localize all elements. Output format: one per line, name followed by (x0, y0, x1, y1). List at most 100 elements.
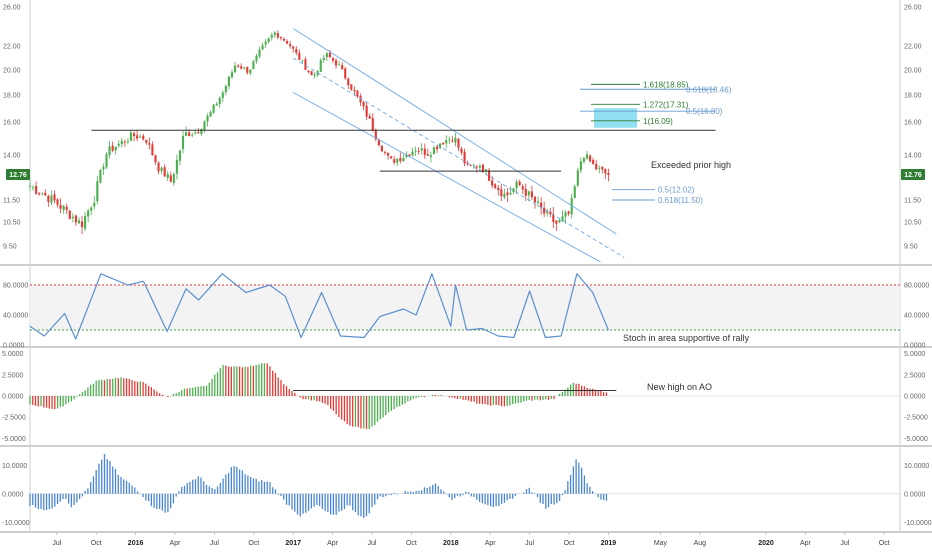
candle (313, 72, 316, 79)
candle (246, 66, 249, 75)
candle-body (188, 132, 191, 136)
candle (197, 128, 200, 134)
candle (178, 150, 182, 166)
candle-body (84, 215, 87, 229)
candle (371, 113, 374, 132)
candle-body (353, 90, 356, 92)
x-axis-label: Jul (52, 540, 61, 547)
candle (267, 37, 270, 44)
price-tick-right: 26.00 (904, 5, 922, 12)
candle (595, 159, 598, 171)
candle-body (178, 150, 182, 161)
candle (172, 172, 175, 186)
candle-body (279, 37, 283, 39)
candle-body (601, 166, 604, 170)
candle (99, 168, 102, 184)
candle (224, 84, 227, 96)
candle-body (304, 59, 307, 70)
candle (573, 184, 576, 199)
candle-body (558, 219, 561, 223)
ao-tick-left: 5.0000 (2, 351, 24, 358)
candle (588, 154, 592, 163)
candle-body (139, 136, 142, 138)
candle-body (509, 192, 512, 195)
candle-body (68, 210, 71, 219)
annotation-new-high-ao: New high on AO (647, 382, 712, 392)
candle (518, 179, 521, 187)
candle (488, 167, 491, 182)
candle-body (181, 135, 185, 150)
fib-label-3: 0.5(16.80) (686, 107, 723, 116)
candle (402, 154, 405, 162)
candle (368, 113, 371, 119)
candle (561, 210, 564, 222)
candle-body (145, 139, 148, 143)
candle-body (588, 155, 592, 162)
candle-body (261, 45, 264, 50)
candle (509, 186, 512, 196)
candle (543, 201, 546, 217)
candle-body (435, 146, 439, 150)
candle-body (50, 195, 53, 203)
candle-body (157, 162, 160, 172)
candle-body (506, 192, 509, 195)
candle (463, 148, 466, 167)
candle (601, 166, 604, 174)
candle (328, 49, 331, 58)
stoch-tick-right: 40.0000 (904, 313, 929, 320)
candle-body (154, 155, 157, 163)
candle-body (325, 53, 328, 58)
candle-body (331, 58, 335, 61)
x-axis-label: Jul (840, 540, 849, 547)
fib-label-4: 1(16.09) (643, 117, 673, 126)
price-tick-right: 16.00 (904, 120, 922, 127)
candle-body (56, 199, 59, 205)
candle-body (243, 67, 246, 69)
candle-body (35, 185, 38, 194)
candle (356, 89, 359, 99)
candle-body (368, 116, 371, 119)
x-axis-label: Apr (800, 540, 812, 547)
candle (276, 30, 279, 40)
price-badge-left-text: 12.76 (9, 172, 27, 179)
candle-body (136, 135, 139, 139)
candle-body (328, 52, 331, 58)
candle-body (356, 90, 359, 97)
candle-body (249, 69, 252, 74)
candle-body (524, 188, 527, 196)
candle (533, 195, 537, 209)
candle (524, 183, 527, 202)
ao-tick-right: 5.0000 (904, 351, 926, 358)
candle (126, 138, 129, 145)
price-tick-right: 20.00 (904, 68, 922, 75)
candle-body (224, 86, 227, 93)
pane-bg-2 (30, 348, 900, 446)
candle (215, 102, 218, 106)
candle (145, 139, 148, 145)
candle-body (237, 65, 240, 67)
candle (344, 67, 347, 80)
candle-body (595, 163, 598, 170)
candle (457, 137, 460, 152)
candle-body (99, 169, 102, 183)
candle-body (301, 59, 304, 61)
x-axis-label: 2017 (285, 540, 301, 547)
channel-lower-line (292, 92, 601, 263)
candle-body (604, 168, 607, 174)
candle (414, 146, 417, 156)
candle-body (463, 151, 466, 164)
price-badge-right-text: 12.76 (904, 172, 922, 179)
stoch-tick-left: 0.0000 (3, 343, 25, 350)
candle (233, 62, 237, 73)
candle (249, 69, 252, 76)
candle-body (175, 159, 178, 174)
candle-body (423, 148, 426, 155)
candle-body (96, 181, 99, 202)
candle-body (148, 143, 151, 145)
candle-body (286, 41, 289, 44)
candle (295, 46, 298, 56)
candle-body (393, 159, 396, 163)
candle-body (230, 72, 234, 78)
candle-body (374, 130, 377, 140)
candle-body (62, 205, 65, 211)
